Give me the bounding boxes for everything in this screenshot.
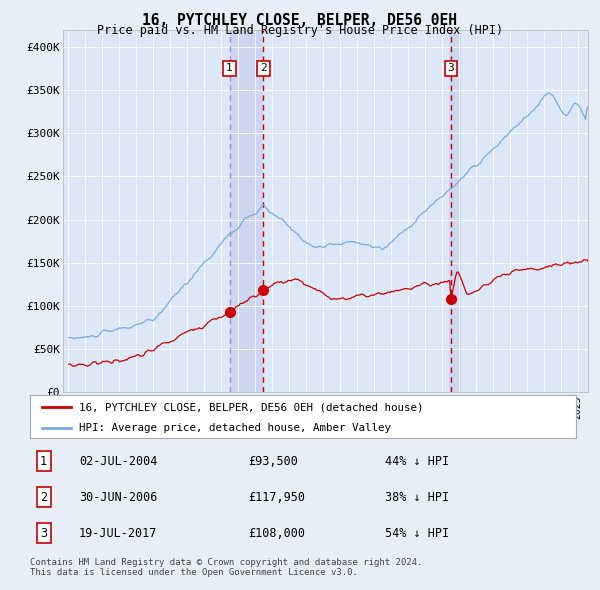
Text: Contains HM Land Registry data © Crown copyright and database right 2024.: Contains HM Land Registry data © Crown c…	[30, 558, 422, 566]
Text: HPI: Average price, detached house, Amber Valley: HPI: Average price, detached house, Ambe…	[79, 424, 391, 434]
Text: 54% ↓ HPI: 54% ↓ HPI	[385, 527, 449, 540]
Text: 3: 3	[448, 63, 454, 73]
Text: 2: 2	[40, 490, 47, 504]
Bar	[449, 30, 461, 392]
Text: £108,000: £108,000	[248, 527, 305, 540]
Text: 38% ↓ HPI: 38% ↓ HPI	[385, 490, 449, 504]
Text: 19-JUL-2017: 19-JUL-2017	[79, 527, 158, 540]
Text: 2: 2	[260, 63, 267, 73]
Text: £117,950: £117,950	[248, 490, 305, 504]
Bar	[230, 30, 263, 392]
Text: 44% ↓ HPI: 44% ↓ HPI	[385, 454, 449, 467]
Text: 1: 1	[40, 454, 47, 467]
Text: 1: 1	[226, 63, 233, 73]
Text: 02-JUL-2004: 02-JUL-2004	[79, 454, 158, 467]
Text: 16, PYTCHLEY CLOSE, BELPER, DE56 0EH (detached house): 16, PYTCHLEY CLOSE, BELPER, DE56 0EH (de…	[79, 402, 424, 412]
Text: 3: 3	[40, 527, 47, 540]
Text: Price paid vs. HM Land Registry's House Price Index (HPI): Price paid vs. HM Land Registry's House …	[97, 24, 503, 37]
Text: £93,500: £93,500	[248, 454, 298, 467]
Text: 16, PYTCHLEY CLOSE, BELPER, DE56 0EH: 16, PYTCHLEY CLOSE, BELPER, DE56 0EH	[143, 13, 458, 28]
Text: 30-JUN-2006: 30-JUN-2006	[79, 490, 158, 504]
Text: This data is licensed under the Open Government Licence v3.0.: This data is licensed under the Open Gov…	[30, 568, 358, 576]
